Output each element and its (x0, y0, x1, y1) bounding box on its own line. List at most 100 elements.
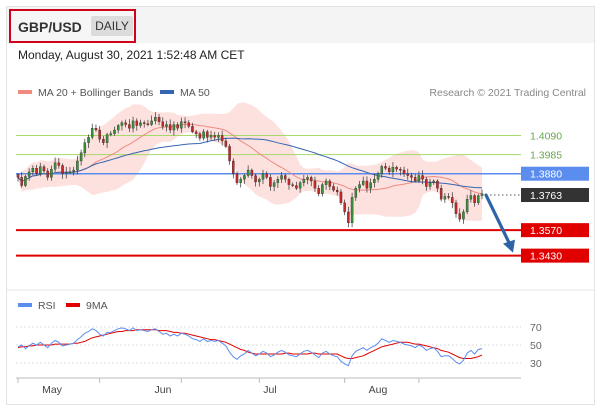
candle-body (124, 122, 127, 125)
candle-body (447, 196, 450, 198)
candle-body (443, 196, 447, 200)
candle-body (42, 166, 46, 172)
candle-body (220, 135, 224, 142)
x-axis: May Jun Jul Aug (17, 378, 420, 396)
candle-body (157, 117, 161, 122)
candle-body (276, 179, 280, 183)
candle-body (347, 211, 350, 224)
forecast-arrow-head (503, 239, 515, 253)
candle-body (165, 124, 168, 127)
candle-body (269, 177, 272, 187)
ma50-line (17, 137, 483, 189)
legend-label-ma50: MA 50 (180, 87, 210, 99)
x-tick-label-jun: Jun (155, 384, 172, 396)
candle-body (376, 173, 380, 180)
candle-body (284, 175, 287, 180)
level-1-3763-label: 1.3763 (530, 190, 562, 202)
candle-body (480, 193, 484, 196)
rsi-tick-label: 50 (530, 340, 542, 352)
candle-body (339, 191, 343, 203)
candle-body (361, 180, 365, 185)
candle-body (202, 131, 205, 139)
candle-body (146, 123, 150, 125)
candle-body (369, 182, 372, 189)
candle-body (39, 166, 42, 174)
candle-body (391, 167, 395, 173)
candle-body (228, 146, 231, 162)
candle-body (313, 180, 317, 189)
rsi-legend: RSI 9MA (18, 300, 108, 312)
candle-body (261, 173, 265, 180)
candle-body (94, 128, 98, 131)
candle-body (465, 199, 469, 213)
candle-body (217, 135, 220, 138)
legend-label-rsi-ma: 9MA (86, 300, 108, 312)
credit-text: Research © 2021 Trading Central (429, 87, 586, 99)
candle-body (232, 160, 235, 174)
candle-body (436, 180, 439, 189)
candle-body (317, 188, 320, 194)
candle-body (365, 180, 369, 189)
level-labels-layer: 1.4090 1.3985 1.3880 1.3763 1.3570 1.3430 (521, 130, 589, 263)
rsi-line (17, 327, 483, 367)
candle-body (24, 176, 27, 186)
candle-body (139, 122, 142, 126)
candle-body (258, 179, 261, 183)
candle-body (142, 122, 146, 124)
candle-body (358, 184, 361, 189)
candle-body (128, 124, 131, 129)
candle-body (187, 122, 191, 127)
legend-swatch-ma50 (160, 90, 174, 94)
rsi-tick-label: 70 (530, 322, 542, 334)
candle-body (168, 124, 172, 131)
candle-body (83, 142, 87, 153)
candle-body (354, 188, 358, 198)
legend-swatch-rsi-ma (66, 303, 80, 307)
candle-body (272, 182, 276, 187)
candle-body (150, 120, 153, 125)
candle-body (462, 211, 465, 220)
timestamp: Monday, August 30, 2021 1:52:48 AM CET (18, 48, 245, 62)
candle-body (16, 174, 20, 178)
candle-body (469, 195, 473, 200)
candle-body (384, 166, 387, 169)
candle-body (65, 172, 68, 174)
candle-body (239, 179, 242, 183)
x-tick-label-aug: Aug (369, 384, 388, 396)
rsi-tick-label: 30 (530, 358, 542, 370)
candlestick-layer (16, 112, 484, 228)
candle-body (209, 135, 213, 138)
candle-body (477, 195, 480, 203)
candle-body (172, 124, 176, 131)
timeframe-badge[interactable]: DAILY (91, 16, 133, 36)
candle-body (298, 182, 302, 189)
candle-body (90, 128, 94, 138)
candle-body (280, 175, 283, 180)
level-1-3985-label: 1.3985 (530, 150, 562, 162)
candle-body (131, 120, 135, 129)
candle-body (213, 135, 216, 138)
level-1-4090-label: 1.4090 (530, 130, 562, 142)
symbol-selector[interactable]: GBP/USD DAILY (9, 9, 136, 43)
candle-body (198, 133, 202, 139)
candle-body (154, 117, 157, 122)
candle-body (421, 175, 424, 180)
candle-body (406, 173, 410, 176)
candle-body (102, 138, 105, 143)
candle-body (458, 213, 461, 220)
forecast-arrow-shaft (484, 193, 512, 247)
candle-body (425, 179, 428, 187)
candle-body (109, 133, 113, 135)
level-1-3430-label: 1.3430 (530, 251, 562, 263)
candle-body (380, 166, 384, 174)
x-tick-label-jul: Jul (263, 384, 276, 396)
candle-body (194, 131, 198, 134)
level-1-3763-badge (521, 188, 589, 203)
candle-body (53, 162, 57, 170)
candle-body (343, 202, 346, 213)
candle-body (432, 180, 435, 183)
candle-body (76, 160, 79, 171)
candle-body (373, 179, 376, 183)
symbol-label: GBP/USD (18, 19, 82, 35)
candle-body (413, 177, 417, 182)
